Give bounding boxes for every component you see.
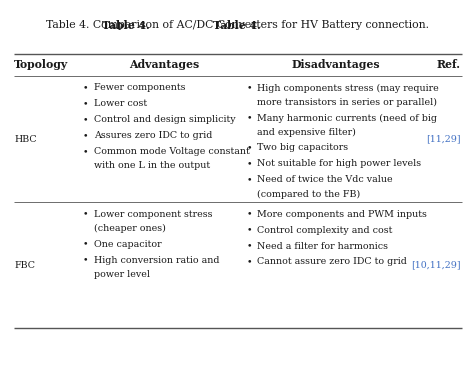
Text: •: • bbox=[246, 226, 252, 234]
Text: Lower component stress: Lower component stress bbox=[94, 210, 212, 219]
Text: High conversion ratio and: High conversion ratio and bbox=[94, 256, 219, 265]
Text: •: • bbox=[246, 160, 252, 168]
Text: [11,29]: [11,29] bbox=[426, 135, 461, 144]
Text: One capacitor: One capacitor bbox=[94, 240, 162, 249]
Text: Control complexity and cost: Control complexity and cost bbox=[257, 226, 393, 234]
Text: FBC: FBC bbox=[14, 261, 35, 270]
Text: HBC: HBC bbox=[14, 135, 37, 144]
Text: and expensive filter): and expensive filter) bbox=[257, 128, 356, 137]
Text: Control and design simplicity: Control and design simplicity bbox=[94, 115, 236, 124]
Text: Not suitable for high power levels: Not suitable for high power levels bbox=[257, 160, 421, 168]
Text: Fewer components: Fewer components bbox=[94, 83, 185, 92]
Text: Table 4.: Table 4. bbox=[213, 20, 261, 32]
Text: •: • bbox=[83, 147, 89, 156]
Text: •: • bbox=[83, 83, 89, 92]
Text: •: • bbox=[246, 144, 252, 152]
Text: •: • bbox=[246, 114, 252, 122]
Text: Table 4. Comparison of AC/DC Converters for HV Battery connection.: Table 4. Comparison of AC/DC Converters … bbox=[46, 20, 428, 30]
Text: Many harmonic currents (need of big: Many harmonic currents (need of big bbox=[257, 114, 438, 122]
Text: with one L in the output: with one L in the output bbox=[94, 161, 210, 170]
Text: [10,11,29]: [10,11,29] bbox=[411, 261, 461, 270]
Text: Topology: Topology bbox=[14, 59, 68, 70]
Text: power level: power level bbox=[94, 270, 150, 279]
Text: •: • bbox=[246, 257, 252, 266]
Text: •: • bbox=[246, 210, 252, 219]
Text: Need of twice the Vdc value: Need of twice the Vdc value bbox=[257, 175, 393, 184]
Text: •: • bbox=[83, 256, 89, 265]
Text: Common mode Voltage constant: Common mode Voltage constant bbox=[94, 147, 250, 156]
Text: •: • bbox=[83, 210, 89, 219]
Text: •: • bbox=[246, 175, 252, 184]
Text: •: • bbox=[83, 99, 89, 108]
Text: (cheaper ones): (cheaper ones) bbox=[94, 224, 166, 233]
Text: More components and PWM inputs: More components and PWM inputs bbox=[257, 210, 427, 219]
Text: Advantages: Advantages bbox=[129, 59, 200, 70]
Text: Need a filter for harmonics: Need a filter for harmonics bbox=[257, 242, 388, 250]
Text: •: • bbox=[83, 240, 89, 249]
Text: more transistors in series or parallel): more transistors in series or parallel) bbox=[257, 98, 438, 106]
Text: Ref.: Ref. bbox=[437, 59, 461, 70]
Text: Table 4.: Table 4. bbox=[102, 20, 150, 32]
Text: Lower cost: Lower cost bbox=[94, 99, 147, 108]
Text: Cannot assure zero IDC to grid: Cannot assure zero IDC to grid bbox=[257, 257, 407, 266]
Text: High components stress (may require: High components stress (may require bbox=[257, 83, 439, 93]
Text: Assures zero IDC to grid: Assures zero IDC to grid bbox=[94, 131, 212, 140]
Text: Disadvantages: Disadvantages bbox=[291, 59, 380, 70]
Text: •: • bbox=[246, 83, 252, 92]
Text: Two big capacitors: Two big capacitors bbox=[257, 144, 348, 152]
Text: •: • bbox=[83, 131, 89, 140]
Text: (compared to the FB): (compared to the FB) bbox=[257, 190, 361, 198]
Text: •: • bbox=[246, 242, 252, 250]
Text: •: • bbox=[83, 115, 89, 124]
Text: Table 4. Comparison of AC/DC Converters for HV Battery connection.: Table 4. Comparison of AC/DC Converters … bbox=[46, 20, 428, 30]
